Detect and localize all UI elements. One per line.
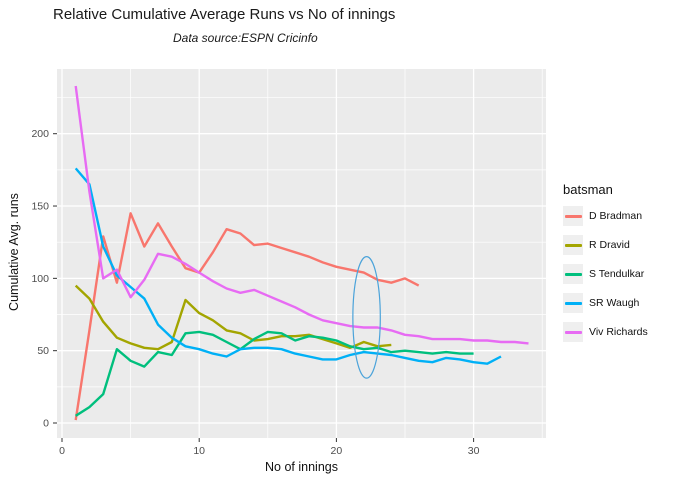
y-tick-label: 200	[31, 128, 49, 140]
legend-key-swatch	[563, 322, 583, 342]
legend-key-swatch	[563, 293, 583, 313]
series-line-d-bradman	[74, 212, 420, 421]
chart-title: Relative Cumulative Average Runs vs No o…	[53, 6, 396, 23]
legend-item-s-tendulkar: S Tendulkar	[563, 264, 648, 284]
legend-item-d-bradman: D Bradman	[563, 206, 648, 226]
legend-label: R Dravid	[589, 239, 630, 251]
y-tick-label: 0	[43, 418, 49, 430]
legend-label: D Bradman	[589, 210, 643, 222]
legend-item-sr-waugh: SR Waugh	[563, 293, 648, 313]
legend-title: batsman	[563, 182, 613, 197]
legend-key-line	[564, 243, 582, 247]
legend-item-viv-richards: Viv Richards	[563, 322, 648, 342]
legend-label: SR Waugh	[589, 297, 640, 309]
legend-key-swatch	[563, 264, 583, 284]
y-tick-label: 150	[31, 201, 49, 213]
legend-label: Viv Richards	[589, 326, 648, 338]
x-axis-title: No of innings	[265, 460, 338, 474]
series-line-r-dravid	[74, 284, 392, 351]
annotation-ellipse	[352, 256, 381, 379]
x-tick-label: 20	[331, 445, 343, 457]
legend-key-line	[564, 272, 582, 276]
series-line-sr-waugh	[74, 167, 502, 365]
x-tick-label: 30	[468, 445, 480, 457]
legend-items: D Bradman R Dravid S Tendulkar SR Waugh Viv …	[563, 206, 648, 342]
legend-key-line	[564, 330, 582, 334]
legend-key-line	[564, 301, 582, 305]
legend-item-r-dravid: R Dravid	[563, 235, 648, 255]
y-axis-title: Cumulative Avg. runs	[7, 193, 21, 311]
series-line-viv-richards	[74, 85, 529, 345]
legend-key-line	[564, 214, 582, 218]
x-tick-label: 10	[193, 445, 205, 457]
legend-label: S Tendulkar	[589, 268, 645, 280]
legend: batsman D Bradman R Dravid S Tendulkar SR W…	[563, 182, 648, 351]
legend-key-swatch	[563, 206, 583, 226]
x-tick-label: 0	[59, 445, 65, 457]
chart-subtitle: Data source:ESPN Cricinfo	[173, 31, 318, 45]
series-line-s-tendulkar	[75, 330, 474, 417]
y-tick-label: 100	[31, 273, 49, 285]
legend-key-swatch	[563, 235, 583, 255]
y-tick-label: 50	[37, 345, 49, 357]
